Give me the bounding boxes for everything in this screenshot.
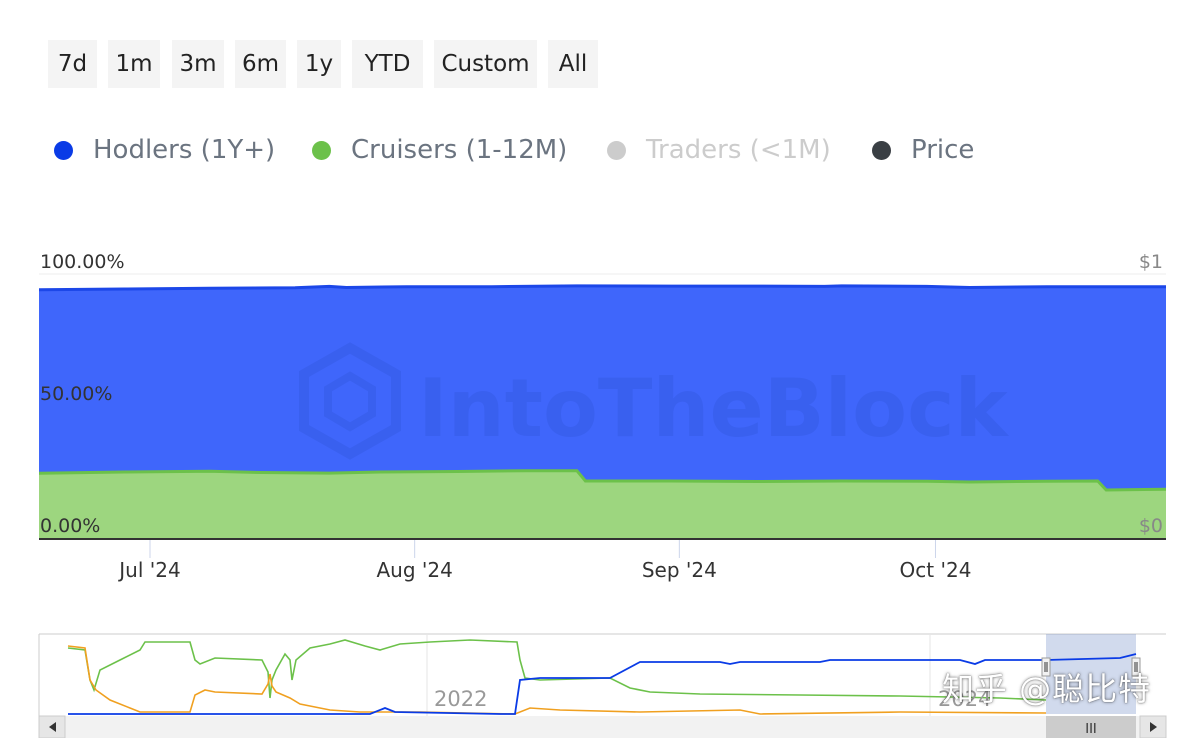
x-tick-label: Sep '24 <box>642 558 717 582</box>
y-tick-label: 100.00% <box>40 251 125 273</box>
scroll-left-arrow-icon <box>49 722 56 732</box>
zhihu-watermark: 知乎 @聪比特 <box>942 670 1152 708</box>
range-button-custom[interactable]: Custom <box>434 40 537 88</box>
navigator-series-traders <box>67 645 1047 715</box>
range-button-1m[interactable]: 1m <box>108 40 160 88</box>
y-tick-label-right: $0 <box>1139 515 1163 537</box>
navigator-handle-right[interactable] <box>1131 657 1141 677</box>
navigator-series-cruisers <box>67 639 1047 701</box>
legend-dot <box>872 140 891 160</box>
navigator-chart[interactable]: 2022 2024 III <box>0 620 1202 738</box>
main-chart: IntoTheBlock 100.00% 50.00% 0.00% $1 $0 Jul '2… <box>38 251 1167 582</box>
series-area-cruisers[interactable] <box>39 470 1166 538</box>
x-tick-label: Oct '24 <box>900 558 972 582</box>
range-button-7d[interactable]: 7d <box>48 40 97 88</box>
y-tick-label-right: $1 <box>1139 251 1163 273</box>
range-button-all[interactable]: All <box>548 40 598 88</box>
legend-item-traders-1m[interactable]: Traders (<1M) <box>607 130 831 170</box>
legend-label: Cruisers (1-12M) <box>351 135 568 165</box>
scroll-right-arrow-icon <box>1150 722 1157 732</box>
series-line-hodlers-1y <box>38 284 1166 292</box>
y-tick-label: 50.00% <box>40 383 112 405</box>
legend-label: Traders (<1M) <box>646 135 831 165</box>
legend-dot <box>607 140 626 160</box>
series-area-hodlers[interactable] <box>39 285 1166 490</box>
x-tick-label: Aug '24 <box>376 558 452 582</box>
intotheblock-watermark: IntoTheBlock <box>299 342 1009 460</box>
navigator-handle-left[interactable] <box>1041 657 1051 677</box>
range-button-3m[interactable]: 3m <box>172 40 224 88</box>
x-tick-label: Jul '24 <box>117 558 180 582</box>
watermark-brand-text: IntoTheBlock <box>418 362 1009 455</box>
navigator-year-label: 2022 <box>434 687 487 711</box>
range-button-1y[interactable]: 1y <box>297 40 341 88</box>
series-line-cruisers-1-12m <box>38 469 1167 492</box>
navigator-frame <box>39 634 1166 716</box>
legend-item-price[interactable]: Price <box>872 130 974 170</box>
legend-label: Price <box>911 135 975 165</box>
legend-label: Hodlers (1Y+) <box>93 135 276 165</box>
navigator-series-hodlers <box>68 653 1137 715</box>
navigator-selection[interactable] <box>1046 634 1136 714</box>
scrollbar-track[interactable] <box>39 716 1166 738</box>
y-tick-label: 0.00% <box>40 515 100 537</box>
legend-dot <box>312 140 331 160</box>
legend-item-cruisers-1-12m[interactable]: Cruisers (1-12M) <box>312 130 567 170</box>
legend-item-hodlers-1y[interactable]: Hodlers (1Y+) <box>54 130 275 170</box>
scrollbar-thumb-grip-icon: III <box>1085 722 1097 737</box>
scrollbar-thumb[interactable] <box>1046 716 1136 738</box>
range-button-6m[interactable]: 6m <box>235 40 286 88</box>
range-button-ytd[interactable]: YTD <box>352 40 423 88</box>
legend-dot <box>54 140 73 160</box>
navigator-year-label: 2024 <box>938 687 991 711</box>
